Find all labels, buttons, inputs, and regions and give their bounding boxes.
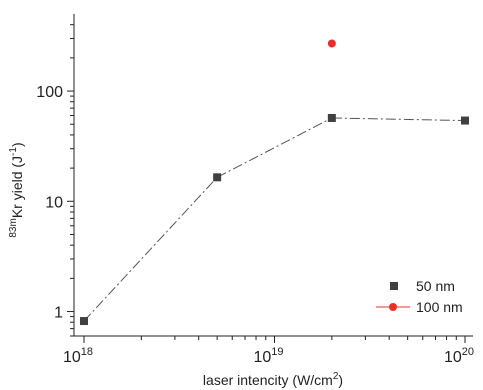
y-axis-title-presup: 83m [8, 218, 19, 237]
series-points [80, 39, 469, 326]
legend: 50 nm 100 nm [376, 278, 463, 315]
y-axis-title-main: Kr yield (J [9, 156, 25, 218]
x-tick-label: 1019 [253, 346, 283, 366]
y-axis-title-sup: -1 [8, 147, 19, 156]
data-point-circle [327, 39, 336, 48]
x-tick-label-exp: 20 [462, 346, 474, 358]
series-line-segment [216, 117, 333, 178]
y-tick-label: 100 [36, 84, 63, 101]
x-tick-label: 1018 [63, 346, 93, 366]
x-ticks: 1018 1019 1020 [63, 336, 474, 366]
x-tick-label: 1020 [444, 346, 474, 366]
series-line-segment [83, 176, 218, 322]
data-point-square [327, 113, 336, 122]
y-tick-label: 1 [54, 305, 63, 322]
x-tick-label-base: 10 [253, 349, 271, 366]
x-tick-label-exp: 19 [271, 346, 283, 358]
data-point-square [461, 116, 469, 125]
data-point-square [213, 173, 222, 182]
x-tick-label-exp: 18 [81, 346, 93, 358]
legend-marker-circle [389, 303, 397, 311]
x-axis-title-prefix: laser intencity (W/cm [203, 372, 333, 388]
y-axis-title-suffix: ) [9, 142, 25, 147]
x-tick-label-base: 10 [63, 349, 81, 366]
axes [73, 14, 473, 337]
x-axis-title-sup: 2 [333, 371, 339, 382]
y-axis-title: 83mKr yield (J-1) [8, 142, 25, 237]
series-lines [83, 117, 466, 322]
x-axis-title-suffix: ) [338, 372, 343, 388]
x-axis-title: laser intencity (W/cm2) [203, 371, 343, 388]
legend-marker-square [390, 282, 398, 290]
y-ticks: 1 10 100 [36, 24, 74, 337]
y-tick-label: 10 [45, 194, 63, 211]
legend-label: 50 nm [416, 278, 455, 294]
series-line-segment [331, 117, 466, 122]
legend-label: 100 nm [416, 299, 463, 315]
data-point-square [80, 317, 88, 326]
x-tick-label-base: 10 [444, 349, 462, 366]
